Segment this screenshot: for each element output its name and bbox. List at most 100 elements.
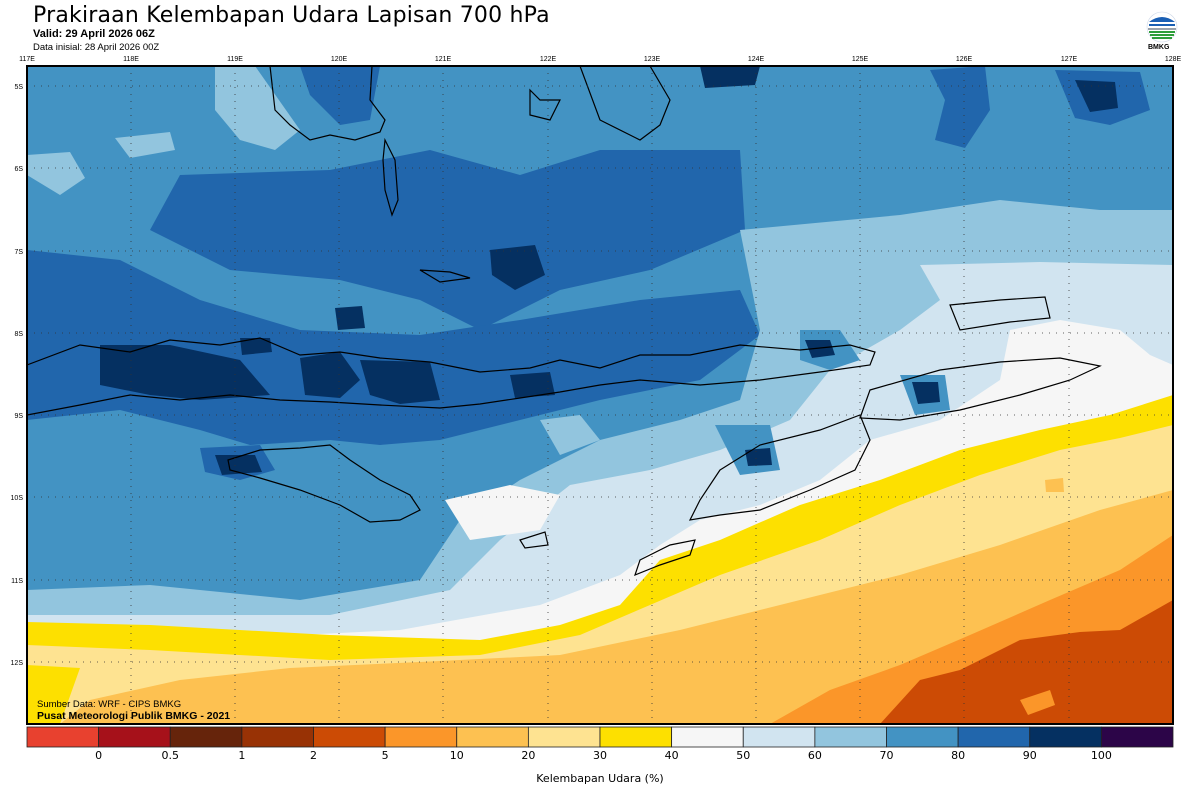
coastline-buton [529,88,561,121]
colorbar-tick-label: 50 [736,749,751,762]
colorbar-bin [599,726,673,748]
coastline-west-timor [688,414,871,521]
colorbar-bin [1029,726,1102,748]
page-title: Prakiraan Kelembapan Udara Lapisan 700 h… [33,3,550,28]
colorbar-bin [26,726,100,748]
x-tick-label: 119E [227,56,243,63]
y-tick-label: 10S [11,495,24,502]
contour-10-20 [60,490,1173,724]
colorbar-title: Kelembapan Udara (%) [536,772,664,785]
y-tick-labels: 5S 6S 7S 8S 9S 10S 11S 12S [11,84,24,667]
colorbar-tick-label: 0.5 [161,749,180,762]
valid-time: Valid: 29 April 2026 06Z [33,28,155,40]
contour-60-70-patch [115,132,175,158]
colorbar-tick-label: 20 [521,749,536,762]
coastline-wetar [949,296,1051,331]
plot-frame [26,65,1174,725]
colorbar [26,726,1174,748]
contour-5-10 [1020,690,1055,715]
colorbar-tick-label: 80 [951,749,966,762]
colorbar-bin [241,726,314,748]
colorbar-tick-label: 100 [1090,749,1112,762]
coastline-sawu [519,531,549,549]
x-tick-label: 118E [123,56,139,63]
grid-layer [27,66,1173,724]
y-tick-label: 11S [11,578,23,585]
colorbar-tick-label: 2 [310,749,317,762]
contour-80-90 [150,150,745,330]
contour-60-70-patch [215,66,300,150]
publisher-credit: Pusat Meteorologi Publik BMKG - 2021 [37,710,231,722]
contour-90-100 [912,382,940,404]
colorbar-bin [527,726,601,748]
colorbar-tick-label: 0 [95,749,103,762]
colorbar-bin [169,726,243,748]
x-tick-label: 125E [852,56,869,63]
logo-text: BMKG [1148,44,1170,51]
colorbar-bin [886,726,959,748]
coastline-sumba [227,444,421,523]
contour-80-90 [300,66,380,125]
contour-30-40 [27,665,80,724]
colorbar-tick-label: 5 [381,749,389,762]
x-tick-label: 127E [1061,56,1078,63]
colorbar-tick-label: 60 [807,749,822,762]
contour-80-90 [930,66,990,148]
contour-90-100 [215,455,262,475]
colorbar-tick-label: 10 [449,749,464,762]
coastline-selayar [382,137,399,217]
coastline-sulawesi-south [269,66,386,141]
colorbar-bin [671,726,744,748]
colorbar-bin [957,726,1031,748]
contour-90-100 [335,306,365,330]
contour-90-100 [745,448,772,466]
colorbar-bin [1100,726,1174,748]
x-tick-label: 123E [644,56,661,63]
colorbar-tick-label: 30 [593,749,607,762]
x-tick-label: 126E [956,56,973,63]
contour-90-100 [490,245,545,290]
x-tick-label: 117E [19,56,35,63]
contour-90-100 [300,352,360,398]
coastline-island [419,269,471,283]
colorbar-bin [456,726,529,748]
x-tick-label: 122E [540,56,557,63]
data-source-credit: Sumber Data: WRF - CIPS BMKG [37,699,182,710]
x-tick-label: 128E [1165,56,1182,63]
y-tick-label: 9S [14,413,23,420]
contour-90-100 [510,372,555,398]
bmkg-logo-icon [1146,11,1178,43]
contour-2-5 [880,600,1173,724]
y-tick-label: 12S [11,660,24,667]
y-tick-label: 6S [14,166,23,173]
contour-40-50 [445,485,560,540]
contour-90-100 [240,338,272,355]
contour-90-100 [1075,80,1118,112]
colorbar-bin [814,726,887,748]
colorbar-bin [98,726,171,748]
colorbar-bin [742,726,816,748]
contour-90-100 [700,66,760,88]
coastline-rote [634,539,696,577]
colorbar-bin [313,726,386,748]
contour-90-100 [805,340,835,358]
colorbar-tick-label: 40 [664,749,679,762]
initial-time: Data inisial: 28 April 2026 00Z [33,42,160,53]
contour-60-70 [540,415,600,455]
coastline-se-sulawesi [579,66,671,141]
y-tick-label: 5S [14,84,23,91]
coastline-timor-leste [859,357,1102,421]
contour-90-100 [360,360,440,404]
x-tick-label: 121E [435,56,452,63]
contour-fill-layer [27,66,1173,724]
y-tick-label: 8S [14,331,23,338]
colorbar-tick-label: 90 [1022,749,1037,762]
x-tick-label: 124E [748,56,765,63]
y-tick-label: 7S [14,249,23,256]
coastline-lesser-sunda-north [27,337,876,416]
x-tick-labels: 117E 118E 119E 120E 121E 122E 123E 124E … [19,56,1181,63]
colorbar-bin [384,726,458,748]
colorbar-tick-label: 1 [238,749,246,762]
contour-60-70-patch [27,152,85,195]
